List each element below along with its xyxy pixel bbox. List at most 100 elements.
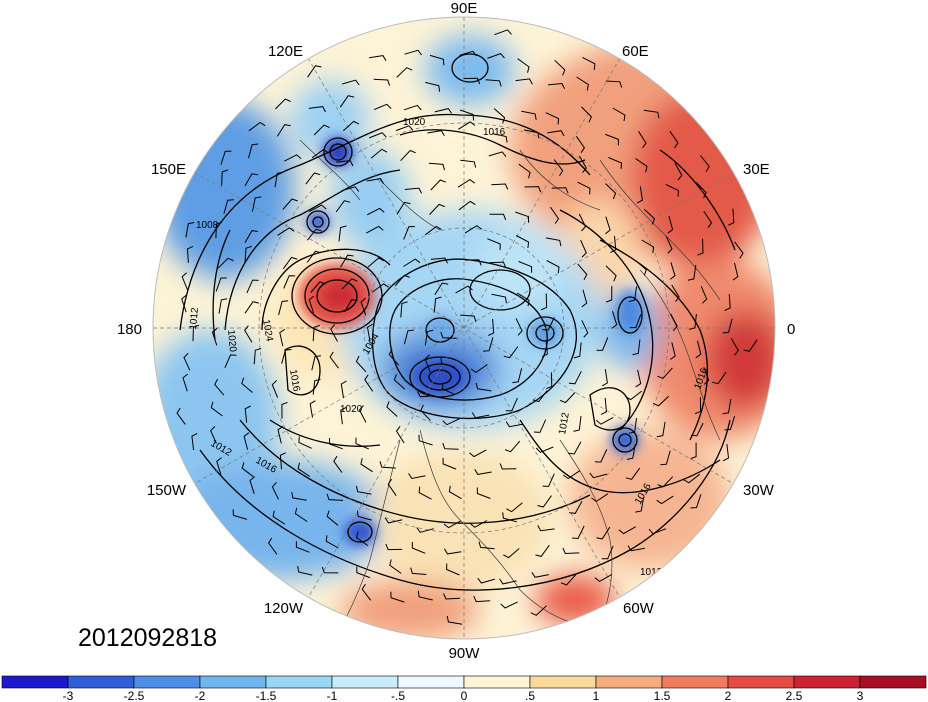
wind-barb [357,510,372,521]
wind-barb [373,78,391,86]
wind-barb [277,425,284,444]
wind-barb [272,510,286,525]
wind-barb [540,293,548,311]
wind-barb [307,228,322,241]
wind-barb [605,265,617,282]
wind-barb [430,257,449,264]
wind-barb [297,566,313,576]
wind-barb [443,548,462,555]
colorbar-bin [529,675,597,689]
wind-barb [221,169,229,186]
wind-barb [355,355,367,373]
wind-barb [648,528,667,535]
wind-barb [573,416,582,432]
wind-barb [626,444,636,460]
wind-barb [355,437,369,450]
wind-barb [541,340,548,358]
wind-barb [700,155,710,172]
wind-barb [291,491,307,501]
lon-label-30w: 30W [743,482,775,499]
wind-barb [562,470,581,480]
wind-barb [446,563,460,576]
wind-barb [342,120,360,132]
wind-barb [576,76,589,91]
wind-barb [440,331,457,339]
wind-barb [656,421,666,438]
wind-barb [493,108,506,124]
wind-barb [502,512,518,523]
wind-barb [244,173,259,187]
wind-barb [652,395,670,407]
wind-barb [470,364,488,374]
wind-barb [183,352,191,371]
wind-barb [278,300,289,316]
wind-barb [724,415,736,431]
wind-barb [568,441,582,455]
map-border [152,16,776,640]
wind-barbs [176,29,758,625]
wind-barb [505,397,518,412]
wind-barb [366,178,385,184]
wind-barb [600,397,607,415]
wind-barb [366,207,385,216]
colorbar-bin [595,675,663,689]
wind-barb [627,545,645,552]
wind-barb [309,204,327,213]
wind-barb [393,374,406,390]
wind-barb [690,494,702,509]
wind-barb [274,171,284,188]
wind-barb [440,357,456,368]
wind-barb [283,275,296,289]
wind-barb [307,65,322,78]
wind-barb [515,318,523,336]
wind-barb [372,283,389,293]
wind-barb [551,187,569,194]
wind-barb [329,437,343,450]
contour-label: 1016 [483,127,506,138]
colorbar-tick-label: 1 [593,689,600,702]
wind-barb [311,355,321,371]
wind-barb [532,390,548,403]
wind-barb [503,346,519,359]
lon-label-60e: 60E [622,43,649,60]
colorbar-tick-label: 1.5 [654,689,671,702]
wind-barb [635,158,648,173]
wind-barb [283,154,302,162]
colorbar-bin [331,675,399,689]
longitude-labels: 90E 60E 30E 0 30W 60W 90W 120W 150W 180 … [117,0,795,662]
wind-barb [277,227,295,236]
wind-barb [459,109,474,121]
wind-barb [464,259,482,266]
wind-barb [182,373,188,392]
graticule [153,17,775,639]
wind-barb [360,458,373,473]
wind-barb [217,257,234,269]
lon-label-120w: 120W [264,600,304,617]
wind-barb [232,509,248,520]
wind-barb [703,210,713,228]
contour-label: 1012 [557,411,572,435]
wind-barb [215,221,223,239]
wind-barb [688,313,697,330]
wind-barb [191,432,198,451]
wind-barb [310,281,326,293]
wind-barb [505,421,524,428]
wind-barb [211,327,218,346]
wind-barb [253,348,262,365]
wind-barb [560,574,577,586]
wind-barb [311,148,329,159]
wind-barb [434,282,449,296]
wind-barb [369,132,387,139]
wind-barb [443,593,460,600]
wind-barb [386,401,398,417]
wind-barb [492,133,508,143]
wind-barb [308,295,315,314]
wind-barb [443,520,461,529]
wind-barb [430,179,447,191]
wind-barb [635,260,647,276]
wind-barb [420,404,431,421]
wind-barb [697,238,704,256]
wind-barb [330,324,338,342]
wind-barb [694,397,702,415]
lon-label-150e: 150E [151,161,186,178]
